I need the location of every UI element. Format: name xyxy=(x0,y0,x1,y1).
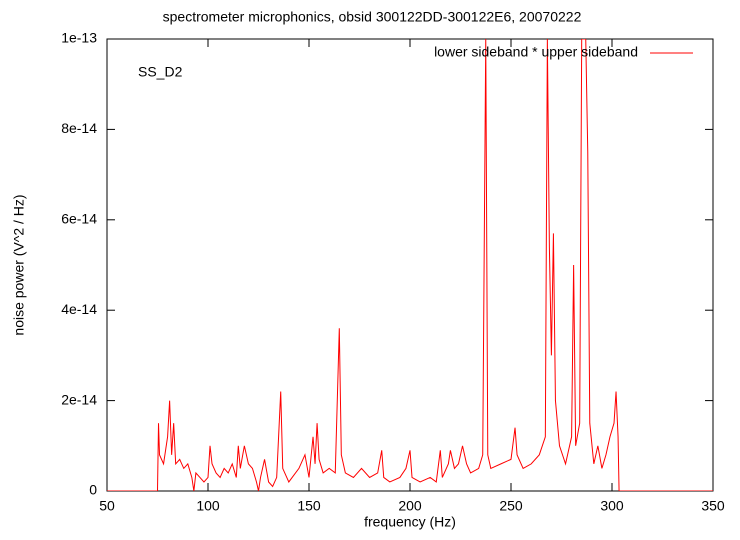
x-tick-label: 350 xyxy=(701,498,725,514)
x-tick-label: 150 xyxy=(297,498,321,514)
chart-title: spectrometer microphonics, obsid 300122D… xyxy=(163,9,582,25)
y-tick-label: 0 xyxy=(89,482,97,498)
x-tick-label: 100 xyxy=(196,498,220,514)
y-tick-label: 2e-14 xyxy=(61,391,97,407)
y-axis-label: noise power (V^2 / Hz) xyxy=(11,194,27,335)
y-tick-label: 8e-14 xyxy=(61,120,97,136)
legend-label: lower sideband * upper sideband xyxy=(434,44,638,60)
y-tick-label: 1e-13 xyxy=(61,30,97,46)
x-tick-label: 250 xyxy=(499,498,523,514)
annotation: SS_D2 xyxy=(138,64,183,80)
x-axis-label: frequency (Hz) xyxy=(364,514,456,530)
data-line xyxy=(107,39,713,491)
x-tick-label: 300 xyxy=(600,498,624,514)
x-tick-label: 50 xyxy=(99,498,115,514)
plot-frame xyxy=(106,38,714,492)
x-tick-label: 200 xyxy=(398,498,422,514)
y-tick-label: 6e-14 xyxy=(61,211,97,227)
y-tick-label: 4e-14 xyxy=(61,301,97,317)
